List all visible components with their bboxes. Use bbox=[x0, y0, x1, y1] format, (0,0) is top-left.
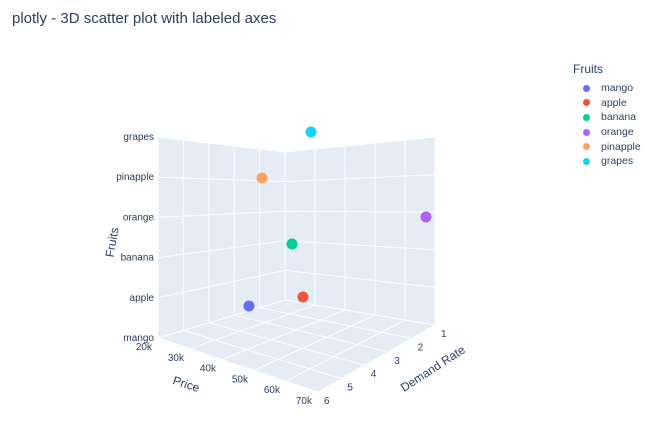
grid-line-fruit bbox=[157, 210, 436, 218]
legend-marker bbox=[583, 113, 590, 121]
data-point-pinapple[interactable] bbox=[256, 172, 268, 184]
z-tick-label: orange bbox=[123, 212, 155, 223]
legend-item-apple[interactable]: apple bbox=[573, 96, 641, 111]
grid-line-fruit bbox=[157, 174, 436, 183]
floor-grid-price bbox=[317, 324, 436, 393]
legend-label: banana bbox=[601, 111, 637, 124]
y-tick-label: 6 bbox=[324, 396, 330, 407]
legend-label: orange bbox=[601, 126, 634, 139]
y-tick-label: 1 bbox=[441, 329, 447, 340]
floor-grid-price bbox=[285, 319, 406, 382]
y-tick-label: 4 bbox=[371, 369, 377, 380]
z-tick-label: apple bbox=[130, 293, 155, 304]
z-tick-label: pinapple bbox=[116, 172, 154, 183]
left-wall-pane bbox=[158, 137, 285, 338]
floor-grid-price bbox=[157, 299, 286, 339]
floor-grid-price bbox=[221, 309, 346, 361]
grid-line-fruit bbox=[157, 240, 436, 259]
floor-grid-demand bbox=[284, 299, 436, 326]
floor-grid-demand bbox=[234, 314, 389, 353]
data-point-apple[interactable] bbox=[297, 291, 309, 303]
legend-item-grapes[interactable]: grapes bbox=[573, 154, 641, 169]
legend-item-mango[interactable]: mango bbox=[573, 81, 641, 96]
floor-grid-demand bbox=[157, 337, 319, 393]
x-tick-label: 60k bbox=[264, 385, 281, 396]
floor-pane bbox=[158, 300, 435, 392]
data-point-orange[interactable] bbox=[420, 211, 432, 223]
floor-grid-price bbox=[189, 304, 316, 350]
x-tick-label: 70k bbox=[296, 396, 313, 407]
legend-marker bbox=[583, 99, 590, 107]
plot-scene bbox=[157, 126, 436, 393]
legend-items: mango apple banana orange pinapple grapes bbox=[573, 81, 641, 169]
y-tick-label: 2 bbox=[418, 342, 424, 353]
data-point-grapes[interactable] bbox=[305, 126, 317, 138]
legend-marker bbox=[583, 84, 590, 92]
floor-grid-price bbox=[253, 314, 376, 371]
floor-grid-demand bbox=[183, 329, 342, 380]
legend-marker bbox=[583, 128, 590, 136]
x-axis-title: Price bbox=[171, 373, 202, 395]
floor-grid-demand bbox=[259, 307, 412, 339]
z-tick-label: mango bbox=[123, 333, 154, 344]
legend-marker bbox=[583, 157, 590, 165]
legend-label: pinapple bbox=[601, 140, 641, 153]
right-wall-pane bbox=[285, 137, 435, 325]
legend: Fruits mango apple banana orange pinapple gra… bbox=[573, 62, 641, 169]
chart-title: plotly - 3D scatter plot with labeled ax… bbox=[12, 10, 277, 27]
y-tick-label: 5 bbox=[347, 383, 353, 394]
legend-item-pinapple[interactable]: pinapple bbox=[573, 139, 641, 154]
z-tick-label: grapes bbox=[123, 132, 154, 143]
z-tick-label: banana bbox=[121, 253, 155, 264]
x-tick-label: 20k bbox=[136, 342, 153, 353]
x-tick-label: 30k bbox=[168, 353, 185, 364]
legend-label: apple bbox=[601, 96, 627, 109]
grid-line-fruit bbox=[157, 269, 436, 299]
legend-label: mango bbox=[601, 82, 634, 95]
y-tick-label: 3 bbox=[394, 356, 400, 367]
legend-title: Fruits bbox=[573, 62, 603, 76]
legend-item-orange[interactable]: orange bbox=[573, 125, 641, 140]
x-tick-label: 50k bbox=[232, 374, 249, 385]
z-axis-title: Fruits bbox=[103, 226, 122, 258]
x-tick-label: 40k bbox=[200, 364, 217, 375]
data-point-mango[interactable] bbox=[243, 300, 255, 312]
grid-line-fruit bbox=[157, 136, 436, 153]
legend-marker bbox=[583, 143, 590, 151]
floor-grid-demand bbox=[208, 322, 365, 366]
legend-item-banana[interactable]: banana bbox=[573, 110, 641, 125]
legend-label: grapes bbox=[601, 155, 634, 168]
data-point-banana[interactable] bbox=[286, 238, 298, 250]
y-axis-title: Demand Rate bbox=[398, 342, 468, 394]
